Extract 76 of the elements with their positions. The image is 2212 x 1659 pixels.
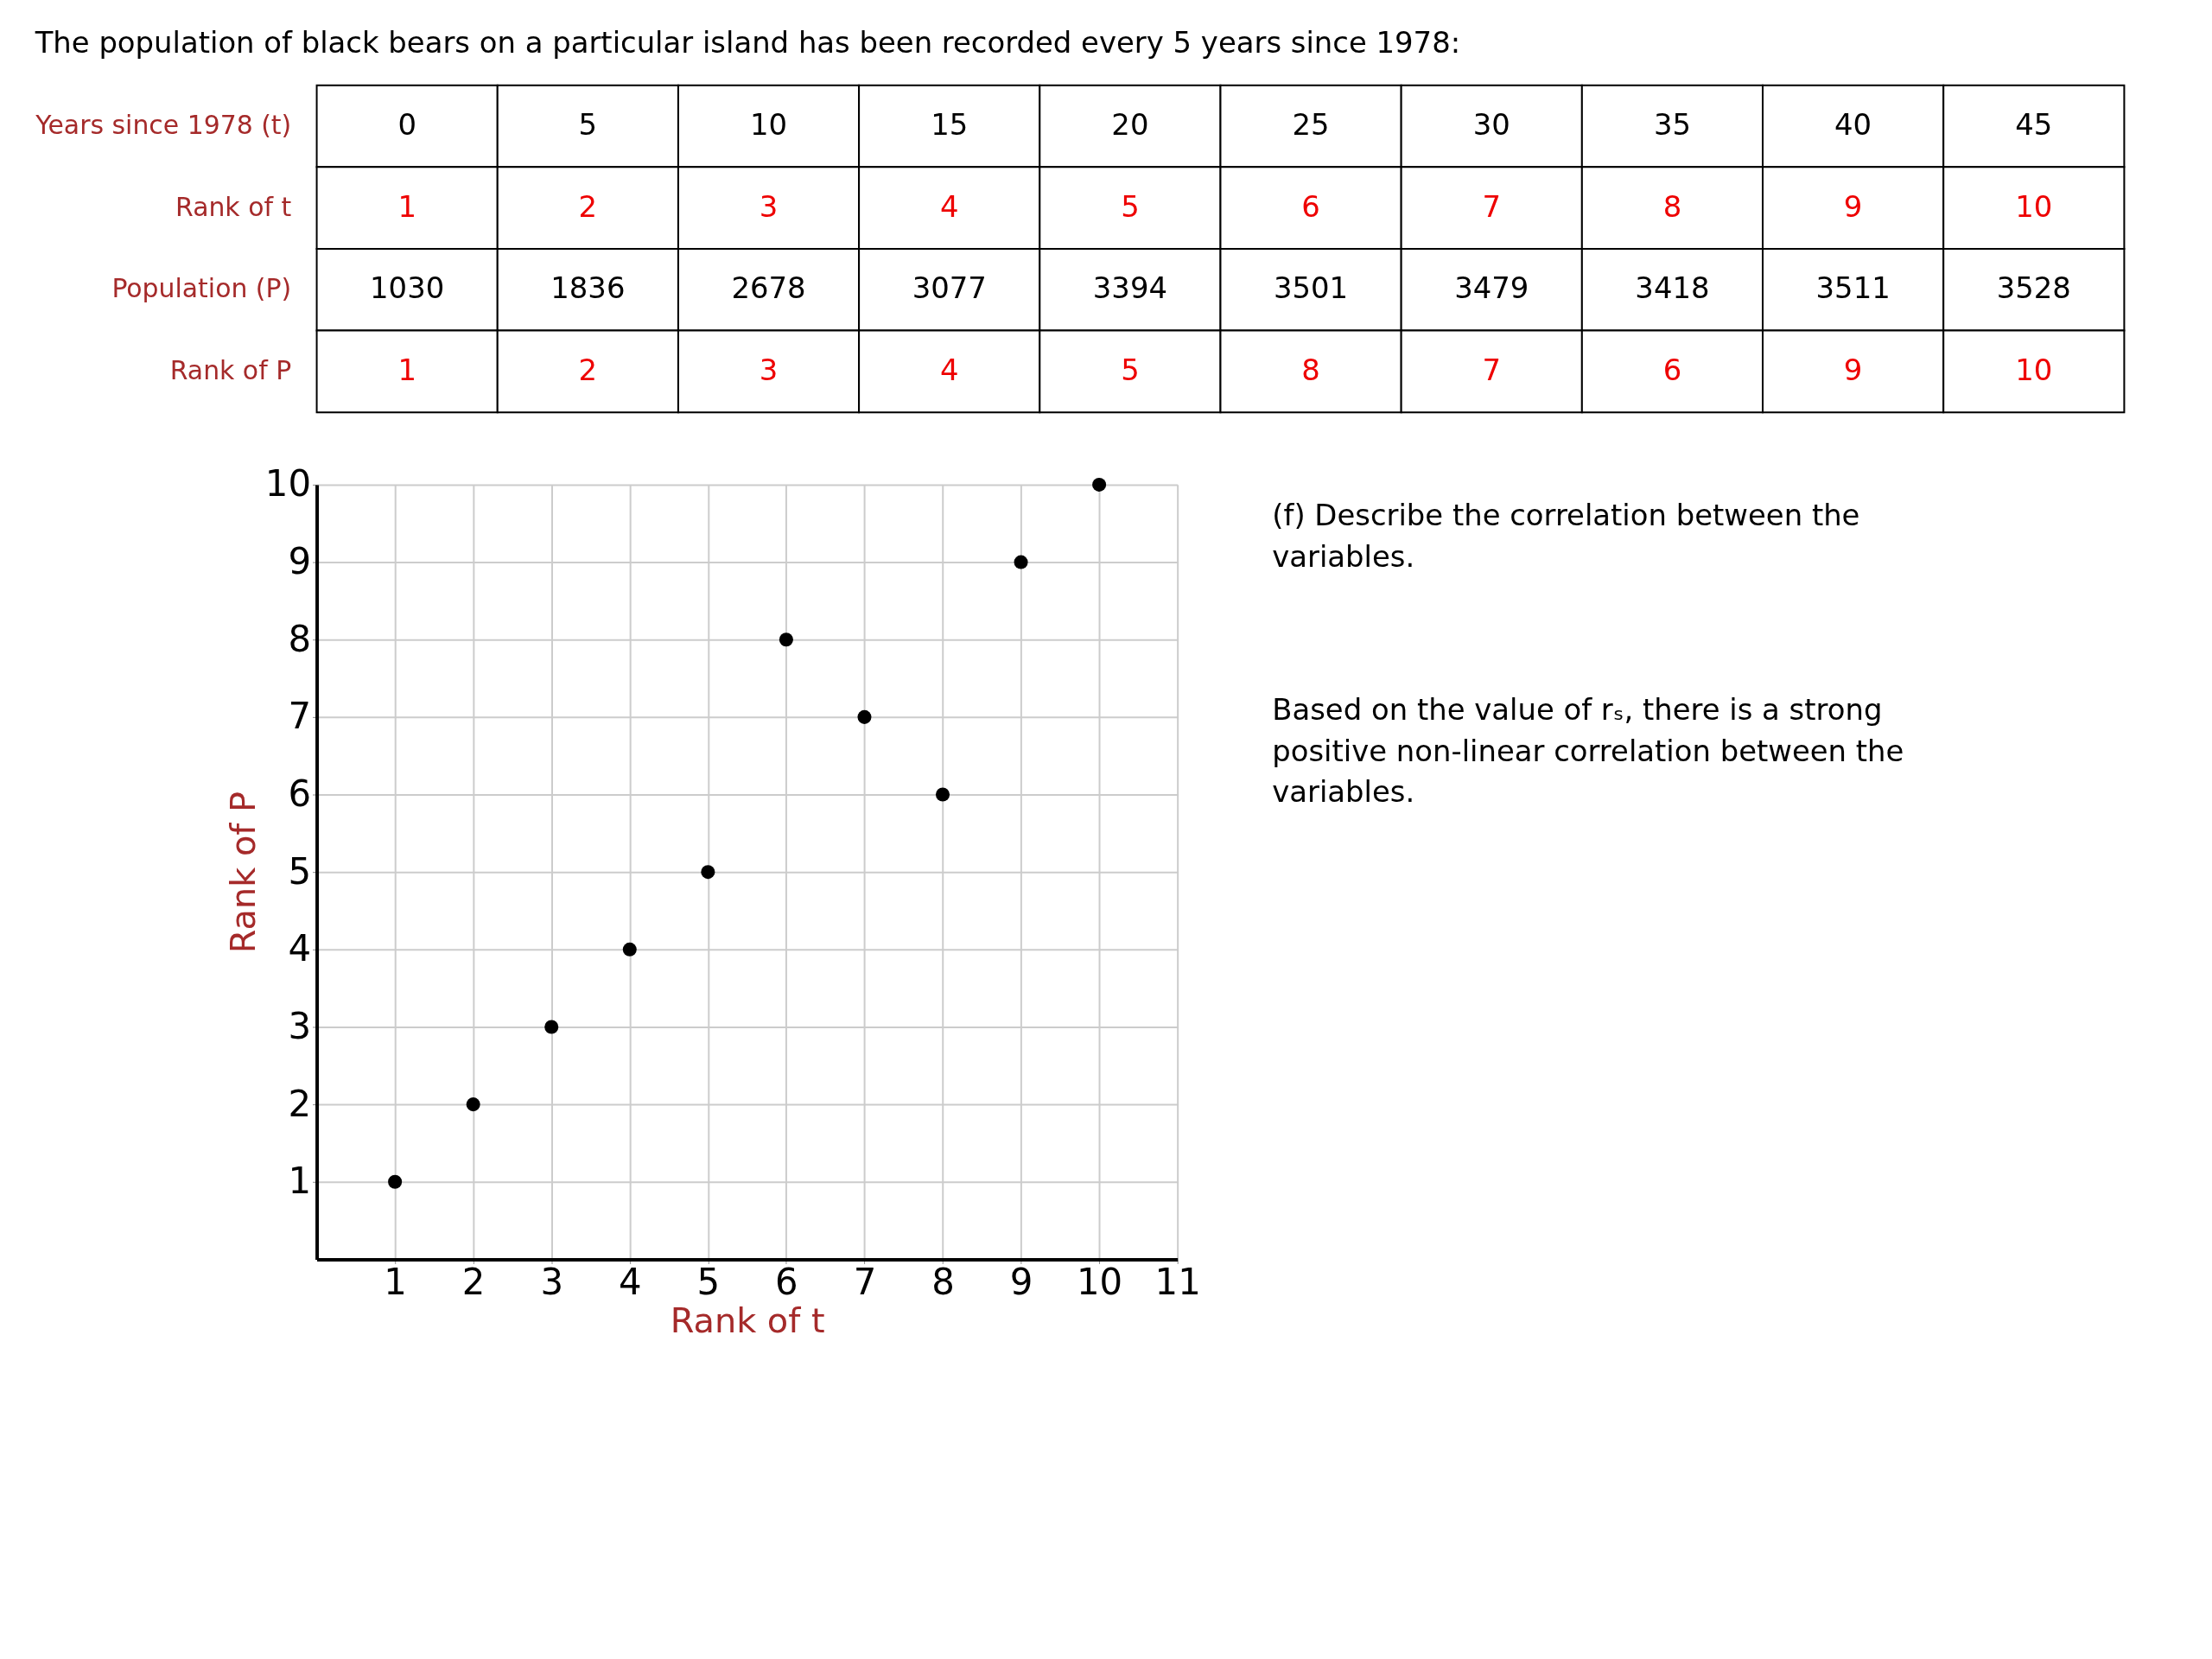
- data-label: 10: [2015, 189, 2053, 224]
- data-label: 5: [578, 108, 598, 142]
- data-label: 3: [759, 353, 779, 387]
- text: (f) Describe the correlation between the variables.: [1272, 498, 1860, 574]
- data-label: 20: [1111, 108, 1149, 142]
- data-label: 2: [578, 353, 598, 387]
- point: [622, 942, 637, 957]
- point: [857, 709, 872, 724]
- x-tick-label: 4: [618, 1260, 642, 1303]
- point: [701, 865, 715, 880]
- x-tick-label: 9: [1009, 1260, 1033, 1303]
- data-label: 1: [397, 353, 416, 387]
- data-label: 6: [1301, 189, 1320, 224]
- data-label: 3511: [1815, 271, 1891, 306]
- y-tick-label: 9: [288, 540, 312, 583]
- x-tick-label: 2: [461, 1260, 486, 1303]
- data-label: 1836: [550, 271, 626, 306]
- data-label: 2: [578, 189, 598, 224]
- data-label: 7: [1482, 353, 1502, 387]
- y-tick-label: Years since 1978 (t): [35, 110, 292, 141]
- x-tick-label: 8: [931, 1260, 955, 1303]
- data-label: 8: [1301, 353, 1320, 387]
- data-label: 45: [2015, 108, 2053, 142]
- point: [1014, 555, 1028, 569]
- y-tick-label: 5: [288, 849, 312, 893]
- data-label: 3418: [1635, 271, 1710, 306]
- data-label: 3077: [912, 271, 987, 306]
- data-label: 1: [397, 189, 416, 224]
- x-tick-label: 11: [1154, 1260, 1201, 1303]
- data-label: 3528: [1996, 271, 2071, 306]
- y-tick-label: 6: [288, 772, 312, 815]
- point: [544, 1020, 559, 1034]
- point: [388, 1174, 403, 1189]
- point: [779, 632, 793, 647]
- data-label: 4: [939, 189, 959, 224]
- data-label: 3394: [1092, 271, 1167, 306]
- y-tick-label: 3: [288, 1004, 312, 1047]
- data-label: 40: [1834, 108, 1872, 142]
- data-label: 6: [1662, 353, 1682, 387]
- data-label: 3: [759, 189, 779, 224]
- data-label: 30: [1472, 108, 1510, 142]
- y-tick-label: Population (P): [111, 273, 292, 304]
- data-label: 9: [1843, 353, 1863, 387]
- data-label: 25: [1292, 108, 1330, 142]
- x-tick-label: 10: [1077, 1260, 1123, 1303]
- data-label: 15: [931, 108, 969, 142]
- data-label: 0: [397, 108, 416, 142]
- y-tick-label: 1: [288, 1160, 312, 1203]
- y-tick-label: 4: [288, 927, 312, 970]
- x-tick-label: 1: [384, 1260, 407, 1303]
- point: [466, 1097, 480, 1112]
- data-label: 3479: [1454, 271, 1529, 306]
- data-label: 2678: [731, 271, 806, 306]
- data-label: 10: [2015, 353, 2053, 387]
- data-label: 3501: [1273, 271, 1349, 306]
- data-label: 5: [1121, 189, 1140, 224]
- data-label: 10: [749, 108, 788, 142]
- y-tick-label: 10: [264, 462, 312, 505]
- data-label: 4: [939, 353, 959, 387]
- data-label: 9: [1843, 189, 1863, 224]
- y-tick-label: 7: [288, 695, 312, 738]
- data-label: 1030: [370, 271, 445, 306]
- point: [935, 787, 950, 802]
- text: Based on the value of rₛ, there is a strong positive non-linear correlation between the variables.: [1272, 692, 1904, 810]
- point: [1092, 477, 1107, 492]
- y-tick-label: 8: [288, 617, 312, 660]
- data-label: 7: [1482, 189, 1502, 224]
- data-label: 35: [1653, 108, 1691, 142]
- y-tick-label: Rank of P: [169, 354, 292, 385]
- data-label: 8: [1662, 189, 1682, 224]
- y-tick-label: 2: [288, 1082, 312, 1125]
- chart-title: The population of black bears on a particular island has been recorded every 5 years since 1978:: [34, 25, 1461, 60]
- x-tick-label: 7: [853, 1260, 877, 1303]
- y-tick-label: Rank of t: [175, 191, 292, 222]
- x-tick-label: 3: [540, 1260, 564, 1303]
- data-label: 5: [1121, 353, 1140, 387]
